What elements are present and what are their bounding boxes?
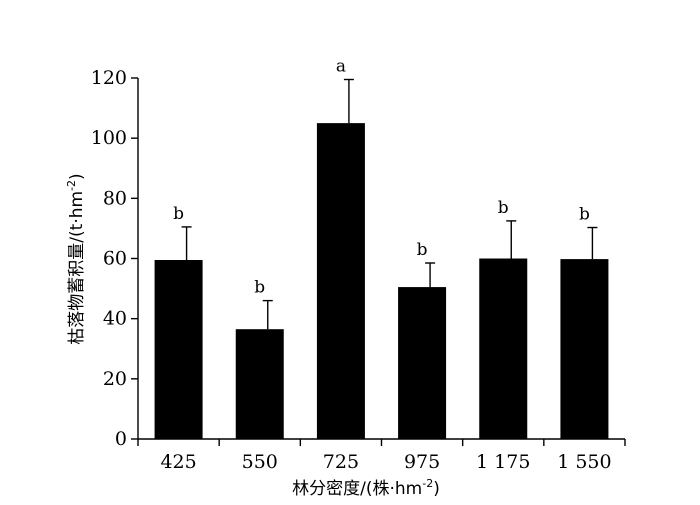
x-tick-label-2: 725 [323,451,359,473]
significance-labels-group: b b a b b b [173,57,590,298]
x-tick-labels-group: 425 550 725 975 1 175 1 550 [160,451,611,473]
y-tick-label-20: 20 [103,368,127,390]
x-tick-label-5: 1 550 [557,451,611,473]
y-axis-title: 枯落物蓄积量/(t·hm-2) [65,173,87,344]
x-axis-title-close: ) [433,479,440,499]
significance-label-0: b [173,204,184,224]
y-axis-title-close: ) [67,173,87,180]
y-tick-label-120: 120 [91,67,127,89]
bars-group [154,123,609,439]
x-tick-label-3: 975 [404,451,440,473]
axes-group [131,77,626,446]
bar-4 [479,258,528,439]
bar-3 [398,287,447,439]
bar-0 [154,260,203,439]
y-axis-title-sup: -2 [65,180,78,191]
significance-label-3: b [417,240,428,260]
error-bars-group [181,78,598,330]
bar-2 [316,123,365,439]
y-tick-label-80: 80 [103,187,127,209]
y-tick-label-0: 0 [115,428,127,450]
x-tick-label-1: 550 [242,451,278,473]
significance-label-4: b [498,198,509,218]
y-tick-label-60: 60 [103,248,127,270]
x-axis-title: 林分密度/(株·hm-2) [292,477,440,499]
bar-1 [235,329,284,439]
x-axis-title-main: 林分密度/(株·hm [292,479,422,499]
y-tick-label-40: 40 [103,308,127,330]
y-tick-label-100: 100 [91,127,127,149]
bar-5 [560,259,609,439]
x-axis-title-sup: -2 [422,477,433,490]
significance-label-2: a [336,57,346,77]
x-tick-label-0: 425 [160,451,196,473]
significance-label-1: b [254,278,265,298]
y-tick-labels-group: 0 20 40 60 80 100 120 [91,67,127,450]
significance-label-5: b [579,205,590,225]
y-axis-title-main: 枯落物蓄积量/(t·hm [67,191,87,345]
x-tick-label-4: 1 175 [476,451,530,473]
